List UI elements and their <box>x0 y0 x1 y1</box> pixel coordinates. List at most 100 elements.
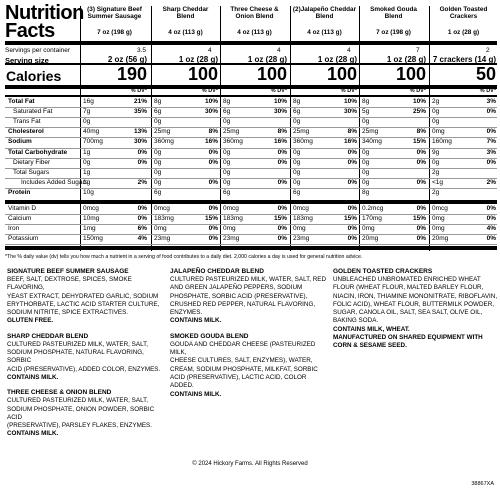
nutrient-amount: 8g <box>293 98 301 105</box>
nutrient-amount: 7g <box>83 108 91 116</box>
nutrient-amount: 0mcg <box>223 205 239 212</box>
calories-value: 100 <box>326 64 357 84</box>
equipment-note: MANUFACTURED ON SHARED EQUIPMENT WITH <box>333 334 483 342</box>
nutrient-amount: 0g <box>223 118 231 126</box>
column-divider <box>151 6 152 251</box>
nutrient-label: Includes Added Sugars <box>21 178 88 186</box>
ingredients-col-3: GOLDEN TOASTED CRACKERS UNBLEACHED UNBRO… <box>333 268 498 351</box>
nutrient-dv: 10% <box>273 98 287 105</box>
nutrient-amount: 0g <box>154 178 162 186</box>
nutrient-dv: 30% <box>133 138 147 146</box>
nutrient-dv: 0% <box>416 178 426 186</box>
nutrient-dv: 0% <box>486 158 496 166</box>
nutrient-amount: 0g <box>223 168 231 176</box>
nutrient-amount: 0mg <box>432 225 445 233</box>
dv-header: % DV* <box>409 88 426 94</box>
rule-thin <box>5 214 497 216</box>
calories-value: 100 <box>256 64 287 84</box>
ingredient-line: GOUDA AND CHEDDAR CHEESE (PASTEURIZED MI… <box>170 340 316 357</box>
nutrient-dv: 0% <box>208 158 218 166</box>
nutrient-dv: 0% <box>486 215 496 223</box>
nutrient-dv: 0% <box>277 178 287 186</box>
nutrient-amount: <1g <box>432 178 444 186</box>
servings-value: 4 <box>208 47 212 54</box>
column-header-net: 7 oz (198 g) <box>97 29 132 36</box>
nutrient-amount: 6g <box>154 188 162 196</box>
ingredient-title-jalapeno: JALAPEÑO CHEDDAR BLEND <box>170 268 264 275</box>
rule-thin <box>5 107 497 109</box>
calories-value: 50 <box>475 64 496 84</box>
nutrient-amount: 0mg <box>432 215 445 223</box>
nutrient-amount: 0mg <box>432 128 445 136</box>
nutrient-label: Dietary Fiber <box>13 158 51 166</box>
nutrient-amount: 0g <box>362 118 370 126</box>
nutrient-label: Iron <box>8 225 20 233</box>
allergen-note: CONTAINS MILK. <box>170 390 222 398</box>
ingredients-col-2: JALAPEÑO CHEDDAR BLEND CULTURED PASTEURI… <box>170 268 330 399</box>
nutrient-amount: 0mg <box>362 225 375 233</box>
nutrient-amount: 360mg <box>154 138 174 146</box>
calories-value: 100 <box>395 64 426 84</box>
nutrient-amount: 0g <box>83 158 91 166</box>
ingredient-line: CULTURED PASTEURIZED MILK, WATER, SALT, … <box>170 276 327 283</box>
nutrient-amount: 0g <box>362 178 370 186</box>
nutrient-dv: 0% <box>277 225 287 233</box>
column-divider <box>220 6 221 251</box>
nutrient-amount: 360mg <box>293 138 313 146</box>
servings-value: 3.5 <box>137 47 147 54</box>
calories-label: Calories <box>6 68 62 84</box>
nutrient-dv: 0% <box>277 148 287 156</box>
nutrient-amount: 16g <box>83 98 94 105</box>
ingredient-line: NIACIN, IRON, THIAMINE MONONITRATE, RIBO… <box>333 292 498 300</box>
nutrient-amount: 0g <box>432 158 440 166</box>
nutrient-amount: 0g <box>293 178 301 186</box>
nutrient-dv: 0% <box>347 235 357 243</box>
nutrient-amount: 10g <box>83 188 94 196</box>
nutrient-dv: 7% <box>486 138 496 146</box>
nutrient-dv: 13% <box>133 128 147 136</box>
ingredient-title-gouda: SMOKED GOUDA BLEND <box>170 332 249 340</box>
serving-size-label: Serving size <box>5 56 49 65</box>
serving-size-value: 1 oz (28 g) <box>317 55 357 64</box>
nutrient-dv: 0% <box>416 158 426 166</box>
nutrient-dv: 0% <box>277 205 287 212</box>
nutrient-dv: 0% <box>347 205 357 212</box>
nutrient-dv: 4% <box>137 235 147 243</box>
column-header-name: Sharp Cheddar Blend <box>162 6 209 20</box>
nutrient-label: Sodium <box>8 138 32 146</box>
nutrient-amount: 0g <box>432 108 440 116</box>
column-divider <box>429 6 430 251</box>
nutrient-label: Calcium <box>8 215 32 223</box>
nutrient-amount: 6g <box>154 108 162 116</box>
copyright-footer: © 2024 Hickory Farms. All Rights Reserve… <box>192 461 308 467</box>
equipment-note: CORN & SESAME SEED. <box>333 342 407 350</box>
nutrient-amount: 360mg <box>223 138 243 146</box>
ingredient-line: AND GREEN JALAPEÑO PEPPERS, SODIUM <box>170 284 303 292</box>
nutrient-label: Total Sugars <box>13 168 50 176</box>
nutrient-amount: 10mg <box>83 215 100 223</box>
nutrient-amount: 183mg <box>293 215 313 223</box>
serving-size-value: 1 oz (28 g) <box>247 55 287 64</box>
nutrient-amount: 25mg <box>362 128 379 136</box>
nutrient-dv: 0% <box>208 235 218 243</box>
nutrient-amount: 0mg <box>223 225 236 233</box>
nutrient-dv: 2% <box>137 178 147 186</box>
servings-value: 4 <box>277 47 281 54</box>
nutrient-amount: 0g <box>83 118 91 126</box>
dv-header: % DV* <box>340 88 357 94</box>
nutrient-dv: 16% <box>273 138 287 146</box>
nutrient-amount: 0g <box>154 118 162 126</box>
column-header-net: 4 oz (113 g) <box>307 29 342 36</box>
nutrient-amount: 0g <box>293 158 301 166</box>
daily-value-footnote: *The % daily value (dv) tells you how mu… <box>5 254 363 260</box>
nutrient-amount: 2g <box>432 188 440 196</box>
nutrient-dv: 30% <box>204 108 218 116</box>
nutrient-dv: 0% <box>277 158 287 166</box>
ingredient-line: ACID (PRESERVATIVE), ADDED COLOR, ENZYME… <box>7 365 161 373</box>
dv-header: % DV* <box>479 88 496 94</box>
nutrient-dv: 0% <box>208 205 218 212</box>
nutrient-amount: 1g <box>83 148 91 156</box>
nutrient-amount: 1mg <box>83 225 96 233</box>
nutrient-amount: 0g <box>223 158 231 166</box>
ingredient-line: (PRESERVATIVE), PARSLEY FLAKES, ENZYMES. <box>7 422 152 430</box>
